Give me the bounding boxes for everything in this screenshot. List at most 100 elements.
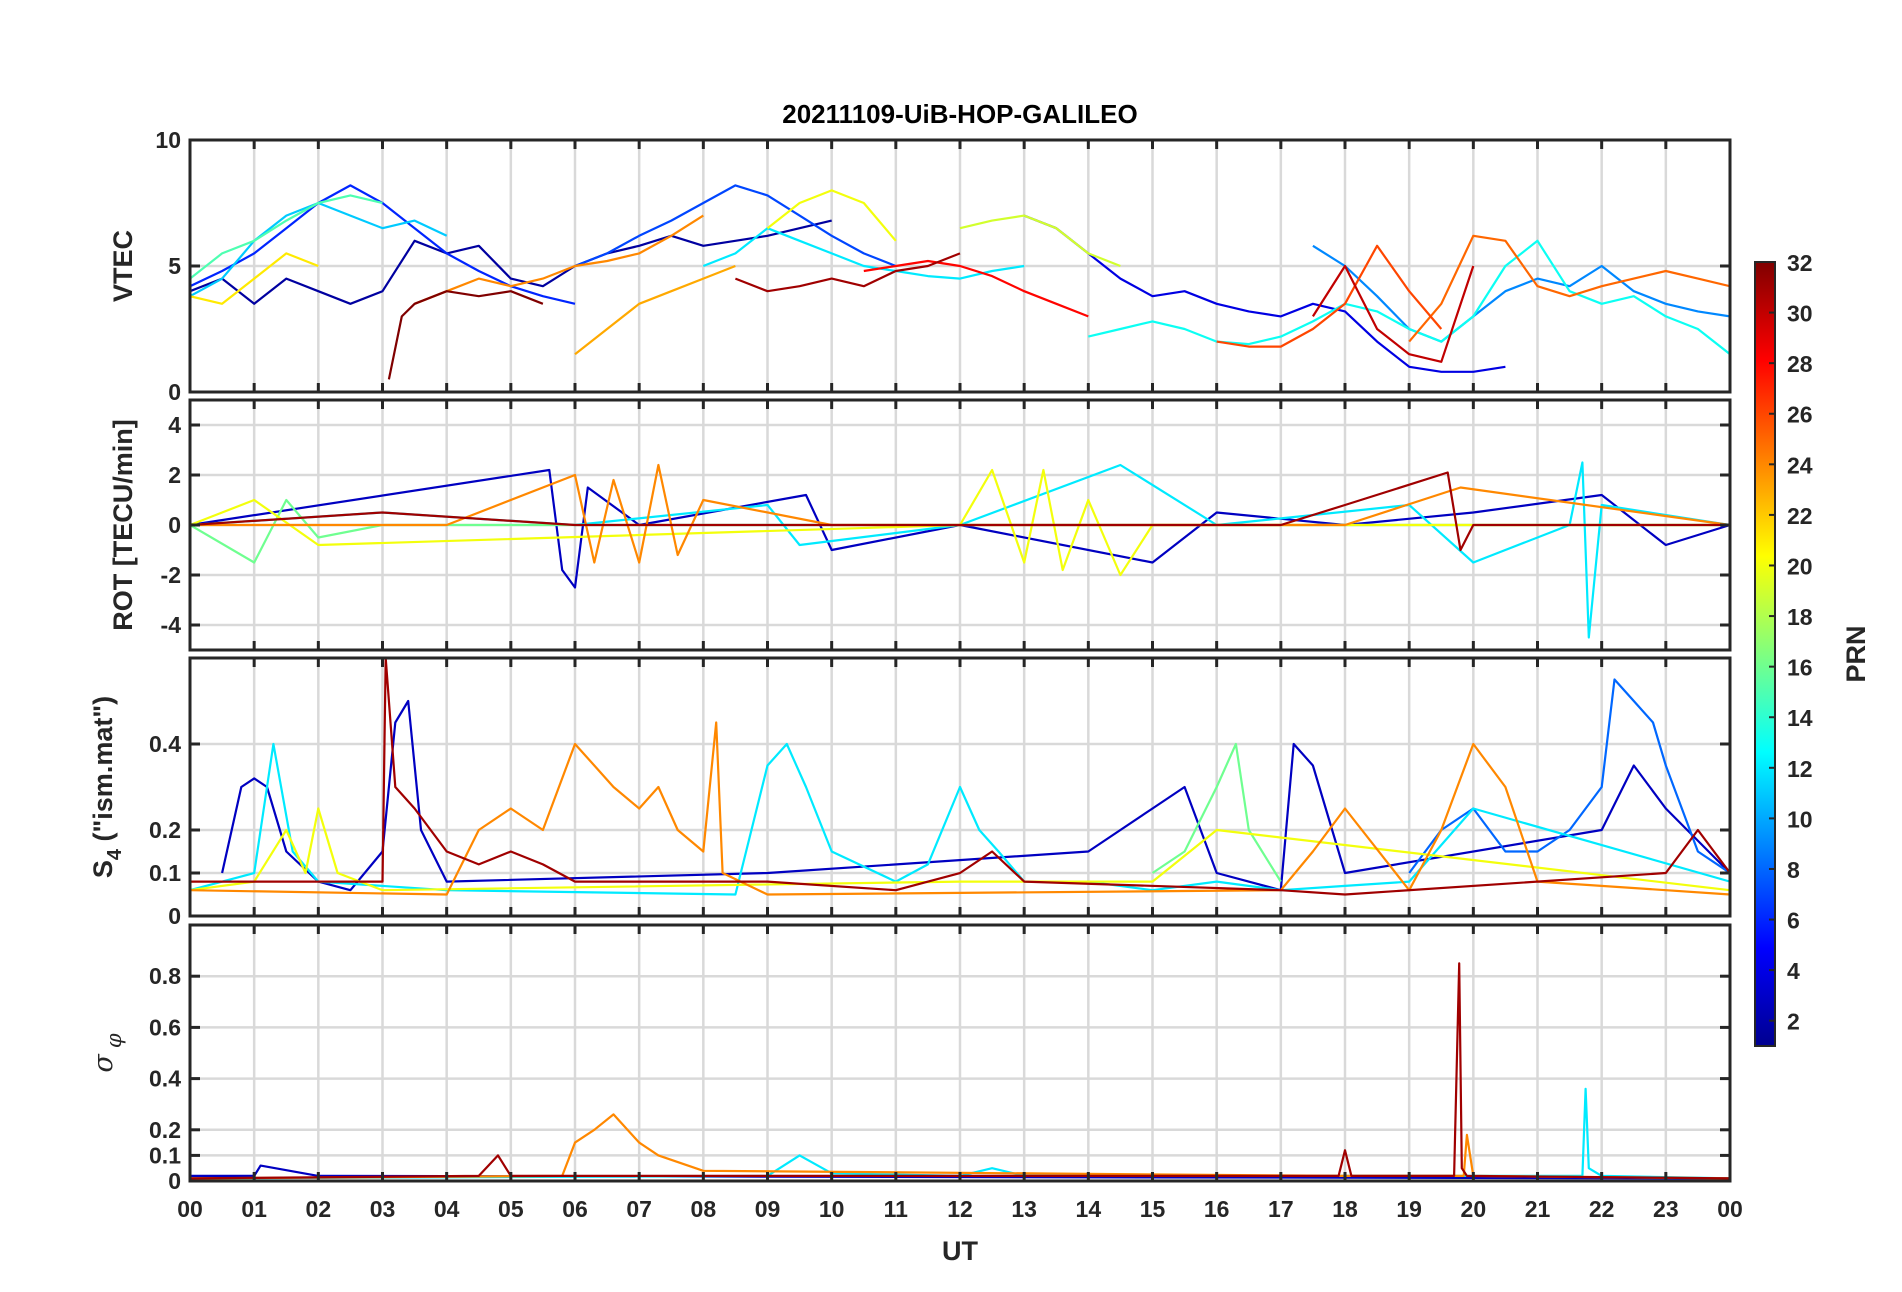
- series-line-prn-16: [1151, 742, 1282, 883]
- series-line-prn-26: [1216, 244, 1443, 348]
- y-tick-label: 4: [168, 412, 181, 438]
- series-line-prn-2: [190, 219, 832, 305]
- x-tick-label: 09: [755, 1196, 781, 1222]
- series-line-prn-30: [1311, 264, 1475, 363]
- series-line-prn-12: [702, 227, 1025, 280]
- series-line-prn-12: [190, 1087, 1730, 1180]
- colorbar-tick-label: 28: [1787, 351, 1813, 377]
- series-line-prn-3: [190, 468, 1730, 589]
- x-axis-label: UT: [942, 1236, 978, 1266]
- colorbar-tick-label: 22: [1787, 503, 1813, 529]
- colorbar-tick-label: 14: [1787, 705, 1813, 731]
- y-axis-label: VTEC: [108, 230, 138, 302]
- series-line-prn-31: [190, 962, 1730, 1180]
- series-line-prn-13: [1088, 239, 1730, 356]
- x-tick-label: 11: [884, 1196, 909, 1222]
- x-tick-label: 00: [1717, 1196, 1743, 1222]
- x-tick-label: 17: [1268, 1196, 1294, 1222]
- series-line-prn-20: [766, 189, 897, 242]
- chart-title: 20211109-UiB-HOP-GALILEO: [782, 99, 1137, 129]
- x-tick-label: 03: [370, 1196, 396, 1222]
- y-axis-label: ROT [TECU/min]: [108, 419, 138, 630]
- panel-rot: -4 -2 0 2 4 ROT [TECU/min]: [108, 398, 1732, 652]
- x-tick-label: 08: [691, 1196, 717, 1222]
- y-tick-label: 0.4: [149, 1066, 181, 1092]
- series-line-prn-25: [1408, 234, 1730, 343]
- series-group: [190, 461, 1730, 639]
- series-group: [190, 184, 1730, 380]
- y-tick-label: 2: [168, 462, 181, 488]
- x-tick-label: 06: [562, 1196, 588, 1222]
- y-tick-label: 0.1: [149, 1142, 181, 1168]
- series-line-prn-28: [863, 259, 1089, 318]
- colorbar-tick-label: 20: [1787, 553, 1813, 579]
- y-tick-label: 5: [168, 253, 181, 279]
- y-tick-label: -4: [161, 612, 182, 638]
- x-tick-label: 04: [434, 1196, 460, 1222]
- x-tick-label: 19: [1396, 1196, 1422, 1222]
- y-tick-label: 0.1: [149, 860, 181, 886]
- colorbar-gradient: [1754, 261, 1776, 1047]
- y-axis-label: σφ: [88, 1033, 126, 1072]
- colorbar-label: PRN: [1841, 625, 1871, 682]
- x-tick-label: 14: [1076, 1196, 1102, 1222]
- series-group: [190, 658, 1730, 896]
- series-line-prn-9: [1312, 244, 1730, 343]
- colorbar-tick-label: 6: [1787, 908, 1800, 934]
- colorbar-tick-label: 12: [1787, 756, 1813, 782]
- y-tick-label: 0: [168, 903, 181, 929]
- colorbar-tick-label: 32: [1787, 250, 1813, 276]
- x-tick-label: 23: [1653, 1196, 1679, 1222]
- series-line-prn-3: [221, 699, 1730, 892]
- x-tick-label: 01: [241, 1196, 267, 1222]
- y-tick-label: -2: [161, 562, 181, 588]
- colorbar-tick-label: 4: [1787, 958, 1800, 984]
- series-line-prn-24: [414, 214, 704, 305]
- x-tick-label: 02: [306, 1196, 332, 1222]
- series-line-prn-20: [190, 807, 1730, 892]
- colorbar-tick-label: 30: [1787, 301, 1813, 327]
- x-tick-label: 05: [498, 1196, 524, 1222]
- y-tick-label: 0.6: [149, 1014, 181, 1040]
- colorbar-tick-label: 24: [1787, 452, 1813, 478]
- grid: [190, 925, 1730, 1181]
- series-line-prn-7: [574, 184, 897, 268]
- colorbar-tick-label: 2: [1787, 1009, 1800, 1035]
- x-tick-label: 07: [626, 1196, 652, 1222]
- series-line-prn-15: [190, 194, 383, 280]
- x-tick-label: 12: [947, 1196, 973, 1222]
- x-tick-label: 10: [819, 1196, 845, 1222]
- y-tick-label: 0.2: [149, 817, 181, 843]
- series-line-prn-32: [387, 290, 544, 380]
- series-line-prn-19: [959, 214, 1121, 268]
- x-tick-label: 22: [1589, 1196, 1615, 1222]
- series-line-prn-31: [734, 252, 961, 293]
- x-tick-label: 21: [1525, 1196, 1551, 1222]
- y-tick-label: 0.8: [149, 963, 181, 989]
- y-tick-label: 0: [168, 379, 181, 405]
- x-tick-label: 20: [1461, 1196, 1487, 1222]
- series-line-prn-23: [574, 264, 736, 356]
- y-tick-label: 0: [168, 512, 181, 538]
- y-tick-label: 0.2: [149, 1117, 181, 1143]
- panel-s4: 0 0.1 0.2 0.4 S4 ("ism.mat"): [88, 656, 1732, 929]
- panel-sigma_phi: 00.10.2 0.4 0.6 0.8 σφ: [88, 923, 1732, 1194]
- series-line-prn-4: [1023, 214, 1506, 373]
- series-line-prn-31: [190, 658, 1730, 896]
- y-tick-label: 10: [155, 127, 181, 153]
- y-tick-label: 0.4: [149, 731, 181, 757]
- x-tick-label: 00: [177, 1196, 203, 1222]
- series-line-prn-24: [190, 1113, 1730, 1180]
- series-group: [190, 962, 1730, 1180]
- x-tick-label: 18: [1332, 1196, 1358, 1222]
- series-line-prn-21: [190, 252, 319, 305]
- colorbar-tick-label: 10: [1787, 806, 1813, 832]
- series-line-prn-24: [190, 721, 1730, 896]
- series-line-prn-20: [190, 468, 1730, 577]
- x-tick-label: 16: [1204, 1196, 1230, 1222]
- x-tick-label: 13: [1011, 1196, 1037, 1222]
- panel-vtec: 0 5 10 VTEC: [108, 127, 1732, 405]
